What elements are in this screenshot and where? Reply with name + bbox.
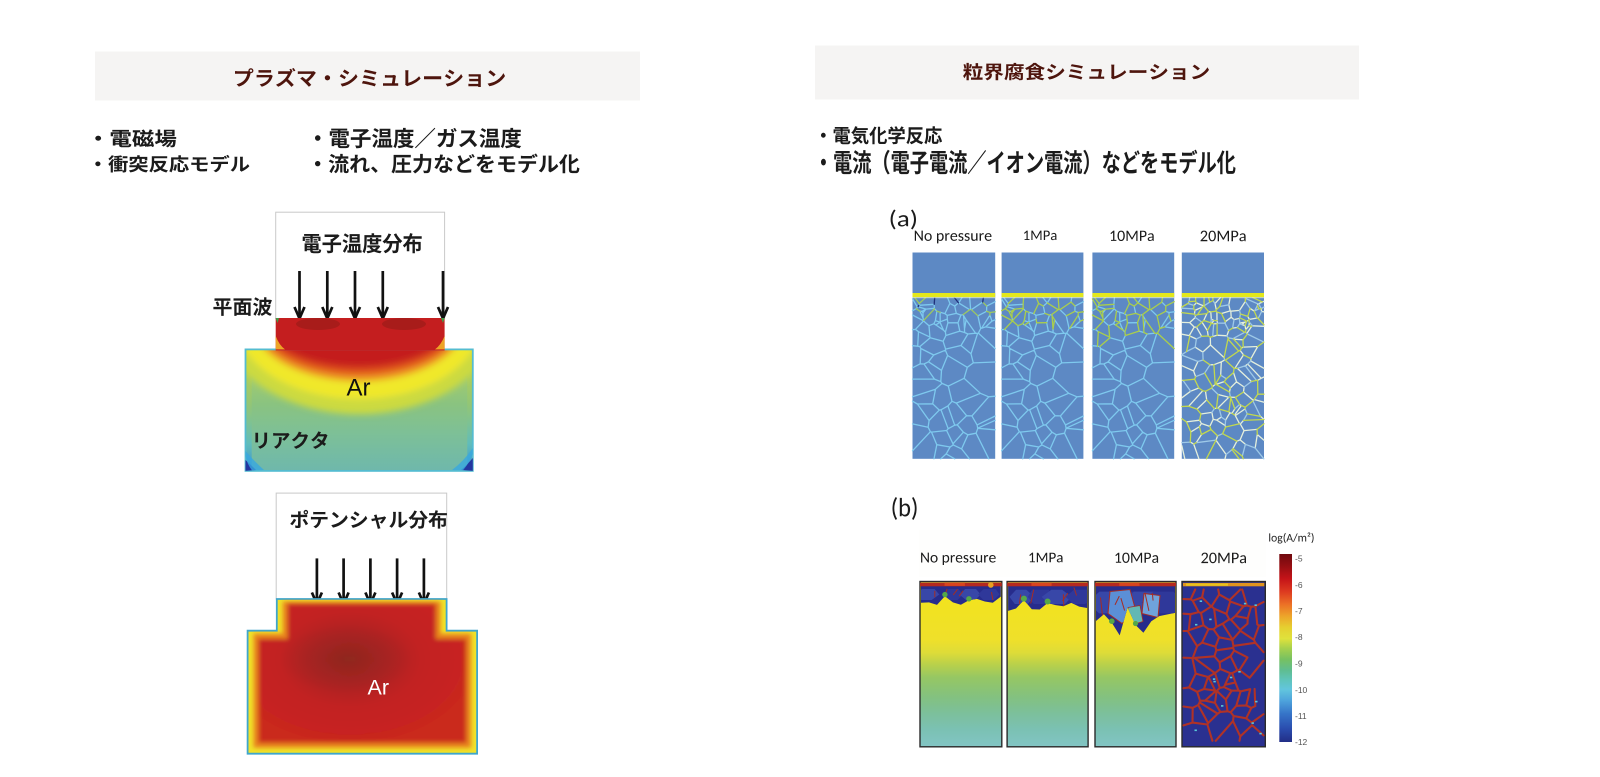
svg-text:-10: -10 [1295, 685, 1308, 695]
svg-text:-11: -11 [1295, 711, 1307, 721]
svg-text:-8: -8 [1295, 632, 1303, 642]
svg-text:-12: -12 [1295, 737, 1308, 747]
svg-text:-5: -5 [1295, 554, 1303, 564]
svg-text:-6: -6 [1295, 580, 1303, 590]
svg-text:-9: -9 [1295, 659, 1303, 669]
svg-text:-7: -7 [1295, 606, 1303, 616]
svg-text:Ar: Ar [347, 375, 371, 402]
svg-text:Ar: Ar [368, 676, 390, 700]
